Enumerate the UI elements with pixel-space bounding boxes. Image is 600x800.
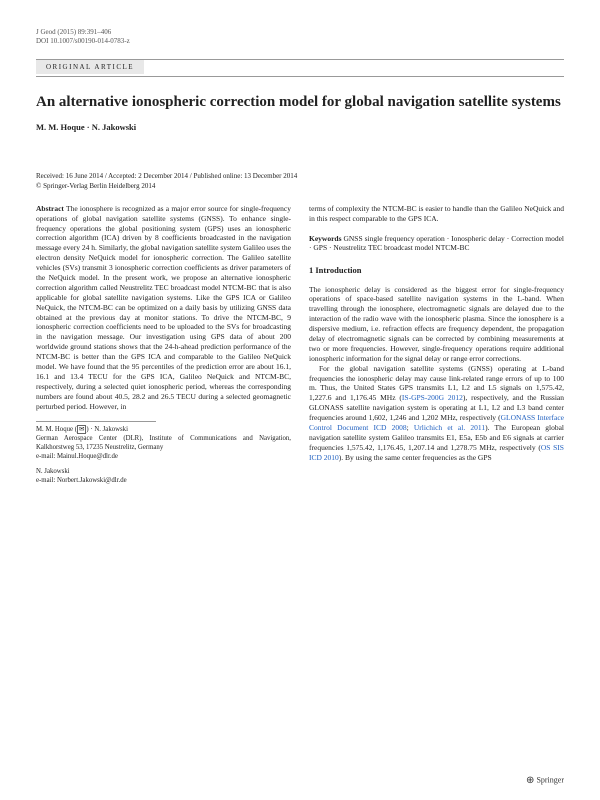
intro-para-2: For the global navigation satellite syst…	[309, 364, 564, 463]
keywords-label: Keywords	[309, 234, 342, 243]
corresponding-icon: ✉	[77, 425, 86, 434]
keywords-text: GNSS single frequency operation · Ionosp…	[309, 234, 564, 253]
article-title: An alternative ionospheric correction mo…	[36, 93, 564, 112]
keywords: Keywords GNSS single frequency operation…	[309, 234, 564, 254]
publisher-name: Springer	[536, 775, 564, 784]
abstract: Abstract The ionosphere is recognized as…	[36, 204, 291, 412]
citation-link[interactable]: Urlichich et al. 2011	[414, 423, 485, 432]
journal-ref: J Geod (2015) 89:391–406	[36, 28, 111, 36]
affil-name-3: N. Jakowski	[36, 468, 70, 475]
affiliation-block-2: N. Jakowski e-mail: Norbert.Jakowski@dlr…	[36, 468, 291, 486]
affil-email-1: e-mail: Mainul.Hoque@dlr.de	[36, 453, 118, 460]
publisher-logo: ⊕ Springer	[526, 775, 564, 786]
article-type-badge: ORIGINAL ARTICLE	[36, 60, 144, 74]
text-segment: ). By using the same center frequencies …	[339, 453, 492, 462]
affil-name-2: ) · N. Jakowski	[86, 426, 128, 433]
right-column: terms of complexity the NTCM-BC is easie…	[309, 204, 564, 492]
section-heading-intro: 1 Introduction	[309, 265, 564, 276]
abstract-text: The ionosphere is recognized as a major …	[36, 204, 291, 411]
abstract-continued: terms of complexity the NTCM-BC is easie…	[309, 204, 564, 224]
springer-icon: ⊕	[526, 775, 534, 786]
affil-address: German Aerospace Center (DLR), Institute…	[36, 435, 291, 451]
abstract-label: Abstract	[36, 204, 64, 213]
text-segment: ;	[407, 423, 414, 432]
doi: DOI 10.1007/s00190-014-0783-z	[36, 37, 564, 45]
divider	[36, 76, 564, 77]
affil-email-2: e-mail: Norbert.Jakowski@dlr.de	[36, 477, 127, 484]
affiliation-block-1: M. M. Hoque (✉) · N. Jakowski German Aer…	[36, 426, 291, 461]
authors: M. M. Hoque · N. Jakowski	[36, 122, 564, 132]
copyright: © Springer-Verlag Berlin Heidelberg 2014	[36, 182, 564, 190]
article-dates: Received: 16 June 2014 / Accepted: 2 Dec…	[36, 172, 564, 180]
left-column: Abstract The ionosphere is recognized as…	[36, 204, 291, 492]
affil-name: M. M. Hoque (	[36, 426, 77, 433]
affiliation-divider	[36, 421, 156, 422]
intro-para-1: The ionospheric delay is considered as t…	[309, 285, 564, 364]
citation-link[interactable]: IS-GPS-200G 2012	[402, 393, 463, 402]
